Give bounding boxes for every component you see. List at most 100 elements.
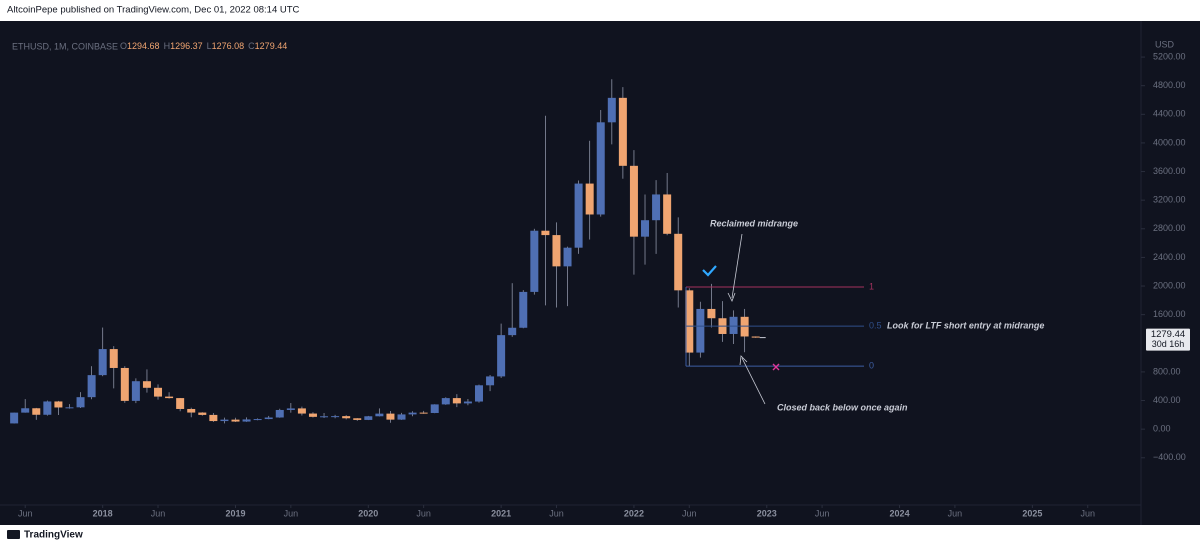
candle-body	[585, 183, 594, 215]
ohlc-key: O	[120, 41, 127, 51]
candle-body	[751, 336, 760, 338]
candle-body	[209, 414, 218, 422]
candle-body	[452, 398, 461, 404]
candle-body	[397, 414, 406, 420]
candle-body	[408, 412, 417, 415]
level-label: 0.5	[869, 320, 882, 330]
y-tick-label: 2800.00	[1153, 223, 1186, 233]
candle-body	[607, 97, 616, 123]
candle-body	[441, 398, 450, 405]
candle-body	[364, 416, 373, 420]
x-tick-label: Jun	[18, 508, 33, 518]
candle-body	[21, 408, 30, 413]
x-tick-label: 2024	[890, 508, 910, 518]
x-tick-label: Jun	[416, 508, 431, 518]
candle-body	[519, 291, 528, 328]
y-tick-label: 2000.00	[1153, 280, 1186, 290]
candle-body	[463, 401, 472, 404]
price-tag-value: 1279.44	[1151, 329, 1185, 340]
ohlc-key: C	[248, 41, 255, 51]
candle-body	[87, 375, 96, 398]
brand-logo	[7, 530, 20, 539]
candle-body	[663, 194, 672, 234]
price-tag	[1146, 328, 1190, 351]
annotation: Look for LTF short entry at midrange	[887, 320, 1044, 330]
y-tick-label: 400.00	[1153, 395, 1181, 405]
y-tick-label: 1600.00	[1153, 309, 1186, 319]
arrow	[741, 357, 766, 405]
y-tick-label: 4400.00	[1153, 109, 1186, 119]
y-tick-label: 800.00	[1153, 366, 1181, 376]
candle-body	[142, 381, 151, 388]
candle-body	[386, 413, 395, 420]
candle-body	[474, 385, 483, 402]
candle-body	[375, 413, 384, 417]
x-tick-label: Jun	[284, 508, 299, 518]
y-tick-label: −400.00	[1153, 452, 1186, 462]
y-tick-label: 0.00	[1153, 424, 1171, 434]
y-tick-label: 3200.00	[1153, 195, 1186, 205]
candle-body	[154, 387, 163, 397]
candle-body	[541, 230, 550, 236]
candle-body	[32, 408, 41, 415]
x-tick-label: 2025	[1022, 508, 1042, 518]
symbol: ETHUSD, 1M, COINBASE	[12, 41, 118, 51]
candle-body	[231, 419, 240, 422]
ohlc-legend: O1294.68 H1296.37 L1276.08 C1279.44	[120, 41, 287, 51]
candle-body	[176, 398, 185, 409]
candle-body	[729, 316, 738, 334]
y-tick-label: 2400.00	[1153, 252, 1186, 262]
candle-body	[131, 381, 140, 401]
x-tick-label: Jun	[815, 508, 830, 518]
x-tick-label: 2023	[757, 508, 777, 518]
currency: USD	[1155, 39, 1175, 49]
arrow-head	[739, 355, 748, 366]
x-tick-label: 2021	[491, 508, 511, 518]
candle-body	[242, 419, 251, 422]
y-tick-label: 4800.00	[1153, 80, 1186, 90]
candle-body	[430, 404, 439, 413]
x-tick-label: 2019	[225, 508, 245, 518]
y-tick-label: 5200.00	[1153, 51, 1186, 61]
candle-body	[618, 97, 627, 166]
ohlc-key: L	[207, 41, 212, 51]
candle-body	[76, 397, 85, 408]
y-tick-label: 4000.00	[1153, 137, 1186, 147]
x-tick-label: 2022	[624, 508, 644, 518]
x-tick-label: 2020	[358, 508, 378, 518]
header-bar	[0, 0, 1200, 21]
annotation: Closed back below once again	[777, 402, 908, 412]
candle-body	[264, 417, 273, 420]
ohlc-value: 1296.37	[170, 41, 203, 51]
candle-body	[740, 316, 749, 337]
candle-body	[165, 396, 174, 399]
candle-body	[641, 220, 650, 237]
candle-body	[120, 367, 129, 401]
candle-body	[297, 408, 306, 414]
ohlc-key: H	[164, 41, 171, 51]
candle-body	[652, 194, 661, 221]
candle-body	[497, 335, 506, 377]
annotation: Reclaimed midrange	[710, 218, 798, 228]
x-tick-label: Jun	[682, 508, 697, 518]
candle-body	[320, 416, 329, 418]
candle-body	[563, 247, 572, 267]
candle-body	[685, 290, 694, 353]
candle-body	[552, 235, 561, 267]
candle-body	[220, 419, 229, 422]
check-mark	[702, 265, 717, 277]
candle-body	[707, 308, 716, 319]
candle-body	[43, 401, 52, 415]
x-tick-label: Jun	[151, 508, 166, 518]
candle-body	[331, 416, 340, 418]
candle-body	[10, 412, 19, 424]
chart-area	[0, 21, 1200, 525]
level-label: 0	[869, 360, 874, 370]
candle-body	[530, 230, 539, 292]
candle-body	[629, 165, 638, 237]
candle-body	[353, 418, 362, 420]
candle-body	[596, 122, 605, 215]
x-mark	[772, 363, 780, 371]
candle-body	[109, 349, 118, 368]
arrow-head	[727, 292, 736, 302]
